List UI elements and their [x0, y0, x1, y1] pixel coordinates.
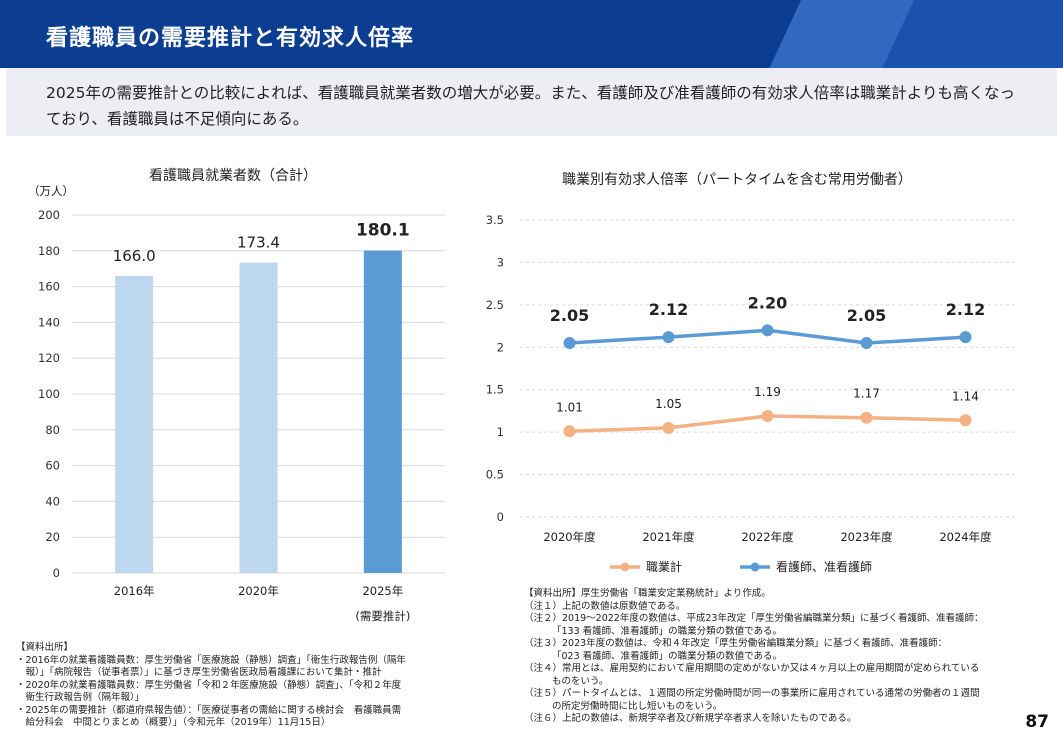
- line-data-label: 1.17: [853, 387, 880, 401]
- bar-y-tick-label: 60: [45, 459, 60, 473]
- bar: [115, 275, 154, 573]
- page-title: 看護職員の需要推計と有効求人倍率: [46, 26, 415, 51]
- source-line: 【資料出所】: [16, 642, 74, 653]
- summary-text: 2025年の需要推計との比較によれば、看護職員就業者数の増大が必要。また、看護師…: [46, 84, 1015, 128]
- bar: [239, 262, 278, 573]
- note-line: （注１）上記の数値は原数値である。: [524, 600, 686, 612]
- bar-y-tick-label: 180: [38, 244, 60, 258]
- bar-y-tick-label: 0: [53, 566, 60, 580]
- series-point: [959, 331, 972, 344]
- line-data-label: 2.05: [847, 306, 886, 325]
- line-y-tick-label: 0.5: [486, 468, 504, 482]
- line-y-tick-label: 0: [497, 510, 504, 524]
- line-data-label: 1.05: [655, 397, 682, 411]
- note-line: 「023 看護師、准看護師」の職業分類の数値である。: [552, 650, 783, 662]
- header-decoration: [643, 0, 1063, 68]
- legend-marker: [620, 562, 630, 572]
- bar-y-tick-label: 80: [45, 423, 60, 437]
- series-point: [860, 411, 873, 424]
- note-line: ものをいう。: [552, 675, 609, 687]
- legend-label: 職業計: [646, 559, 682, 574]
- bar-y-tick-label: 200: [38, 208, 60, 222]
- note-line: 「133 看護師、准看護師」の職業分類の数値である。: [552, 625, 783, 637]
- bar-x-tick-label: 2025年: [362, 584, 403, 598]
- bar-chart-title: 看護職員就業者数（合計）: [149, 168, 317, 184]
- source-line: 衛生行政報告例（隔年報）」: [16, 692, 145, 703]
- source-line: ・2020年の就業看護職員数：厚生労働省「令和２年医療施設（静態）調査」、「令和…: [16, 679, 402, 691]
- line-y-tick-label: 3: [497, 255, 504, 269]
- legend-marker: [750, 562, 760, 572]
- note-line: の所定労働時間に比し短いものをいう。: [552, 700, 723, 712]
- page-number: 87: [1025, 712, 1049, 732]
- note-line: （注２）2019～2022年度の数値は、平成23年改定「厚生労働省編職業分類」に…: [524, 613, 984, 624]
- note-line: 【資料出所】厚生労働省「職業安定業務統計」より作成。: [524, 588, 771, 599]
- bar-data-label: 166.0: [113, 247, 156, 265]
- bar-chart-y-unit: （万人）: [28, 184, 74, 198]
- series-point: [662, 421, 675, 434]
- bar-x-tick-label: 2016年: [114, 584, 155, 598]
- series-point: [860, 337, 873, 350]
- line-x-tick-label: 2024年度: [939, 530, 992, 544]
- series-point: [563, 425, 576, 438]
- note-line: （注６）上記の数値は、新規学卒者及び新規学卒者求人を除いたものである。: [524, 713, 857, 724]
- note-line: （注５）パートタイムとは、１週間の所定労働時間が同一の事業所に雇用されている通常…: [524, 688, 980, 699]
- source-line: ・2016年の就業看護職員数：厚生労働省「医療施設（静態）調査」「衛生行政報告例…: [16, 654, 406, 666]
- bar: [363, 250, 402, 573]
- bar-data-label: 173.4: [237, 234, 280, 252]
- sources-right: 【資料出所】厚生労働省「職業安定業務統計」より作成。 （注１）上記の数値は原数値で…: [524, 588, 1054, 726]
- line-x-tick-label: 2023年度: [840, 530, 893, 544]
- summary-box: 2025年の需要推計との比較によれば、看護職員就業者数の増大が必要。また、看護師…: [6, 68, 1057, 136]
- line-x-tick-label: 2022年度: [741, 530, 794, 544]
- line-y-tick-label: 1.5: [486, 383, 504, 397]
- bar-y-tick-label: 120: [38, 351, 60, 365]
- series-point: [563, 337, 576, 350]
- source-line: 報）」「病院報告（従事者票）」に基づき厚生労働省医政局看護課において集計・推計: [16, 667, 382, 678]
- line-data-label: 2.12: [946, 300, 985, 319]
- series-point: [761, 410, 774, 423]
- bar-chart: 看護職員就業者数（合計） （万人） 0 20 40 60 80 100 120 140 160 180…: [28, 168, 445, 623]
- bar-y-tick-label: 40: [45, 494, 60, 508]
- series-point: [662, 331, 675, 344]
- note-line: （注４）常用とは、雇用契約において雇用期間の定めがないか又は４ヶ月以上の雇用期間…: [524, 663, 980, 674]
- bar-x-category-note: (需要推計): [355, 609, 410, 623]
- header-banner: 看護職員の需要推計と有効求人倍率: [0, 0, 1063, 68]
- line-data-label: 1.19: [754, 385, 781, 399]
- line-data-label: 1.01: [556, 400, 583, 414]
- line-data-label: 2.12: [649, 300, 688, 319]
- source-line: 給分科会 中間とりまとめ（概要）」（令和元年（2019年）11月15日）: [16, 717, 331, 728]
- line-chart: 職業別有効求人倍率（パートタイムを含む常用労働者） 0 0.5 1 1.5 2 2.5 3 3.…: [486, 171, 1015, 574]
- line-y-tick-label: 2: [497, 340, 504, 354]
- line-y-tick-label: 2.5: [486, 298, 504, 312]
- bar-y-tick-label: 160: [38, 280, 60, 294]
- line-data-label: 1.14: [952, 389, 979, 403]
- sources-left: 【資料出所】 ・2016年の就業看護職員数：厚生労働省「医療施設（静態）調査」「衛…: [16, 642, 486, 730]
- bar-data-label: 180.1: [356, 221, 410, 241]
- line-x-tick-label: 2020年度: [543, 530, 596, 544]
- note-line: （注３）2023年度の数値は、令和４年改定「厚生労働省編職業分類」に基づく看護師…: [524, 638, 948, 649]
- bar-y-tick-label: 100: [38, 387, 60, 401]
- line-data-label: 2.20: [748, 293, 787, 312]
- bar-y-tick-label: 140: [38, 315, 60, 329]
- line-x-tick-label: 2021年度: [642, 530, 695, 544]
- series-point: [761, 324, 774, 337]
- bar-y-tick-label: 20: [45, 530, 60, 544]
- line-y-tick-label: 3.5: [486, 213, 504, 227]
- line-chart-title: 職業別有効求人倍率（パートタイムを含む常用労働者）: [562, 171, 912, 188]
- bar-x-tick-label: 2020年: [238, 584, 279, 598]
- source-line: ・2025年の需要推計（都道府県報告値）：「医療従事者の需給に関する検討会 看護…: [16, 704, 402, 716]
- line-y-tick-label: 1: [497, 425, 504, 439]
- series-point: [959, 414, 972, 427]
- legend-label: 看護師、准看護師: [776, 559, 872, 574]
- line-data-label: 2.05: [550, 306, 589, 325]
